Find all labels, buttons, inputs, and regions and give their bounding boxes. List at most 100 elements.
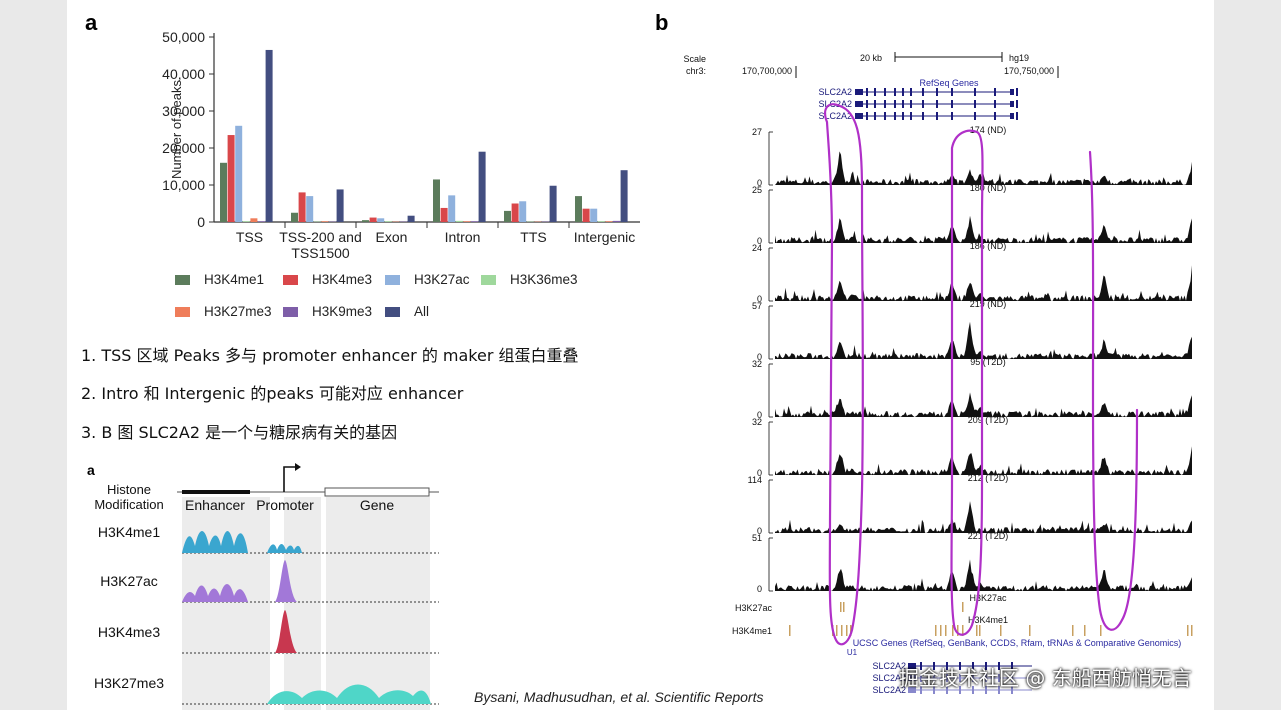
mark-label-h3k27ac: H3K27ac [100, 573, 158, 589]
bar-all-0 [266, 50, 273, 222]
bar-h3k27me3-3 [463, 221, 470, 222]
track-label: 95 (T2D) [970, 357, 1006, 367]
scale-bar-label: 20 kb [860, 53, 882, 63]
bar-h3k27ac-4 [519, 201, 526, 222]
signal-track-1 [775, 216, 1192, 243]
track-max: 51 [752, 533, 762, 543]
signal-track-2 [775, 265, 1192, 301]
track-label: 209 (T2D) [968, 415, 1009, 425]
coord-left: 170,700,000 [742, 66, 792, 76]
bar-h3k36me3-0 [243, 221, 250, 222]
bar-h3k36me3-5 [598, 221, 605, 222]
tss-arrow-head-icon [295, 463, 301, 471]
track-label: 212 (T2D) [968, 473, 1009, 483]
refseq-gene-label: SLC2A2 [818, 111, 852, 121]
note-1: 1. TSS 区域 Peaks 多与 promoter enhancer 的 m… [81, 342, 579, 366]
tss-arrow-icon [284, 467, 298, 492]
track-max: 114 [748, 475, 762, 485]
track-max: 32 [752, 359, 762, 369]
mark-label-h3k4me3: H3K4me3 [98, 624, 160, 640]
track-zero: 0 [757, 584, 762, 594]
mark-label-h3k27me3: H3K27me3 [94, 675, 164, 691]
legend-item-h3k4me3: H3K4me3 [283, 272, 372, 287]
bar-h3k4me3-4 [512, 204, 519, 223]
bar-h3k4me3-3 [441, 208, 448, 222]
bar-h3k27ac-0 [235, 126, 242, 222]
x-tick-label: TTS [520, 229, 546, 245]
legend-item-h3k36me3: H3K36me3 [481, 272, 578, 287]
bar-h3k27ac-3 [448, 195, 455, 222]
signal-track-5 [775, 446, 1192, 475]
track-label: 180 (ND) [970, 183, 1007, 193]
bar-h3k4me3-2 [370, 218, 377, 222]
bar-h3k4me1-4 [504, 211, 511, 222]
x-tick-label: TSS-200 and [279, 229, 362, 245]
histone-header-line2: Modification [94, 497, 163, 512]
legend-label: H3K4me3 [312, 272, 372, 287]
assembly-label: hg19 [1009, 53, 1029, 63]
highlight-circle-1 [952, 131, 983, 635]
signal-track-3 [775, 322, 1192, 359]
region-gene: Gene [360, 497, 394, 513]
refseq-gene-label: SLC2A2 [818, 87, 852, 97]
x-tick-label: TSS1500 [291, 245, 350, 261]
legend-swatch [283, 275, 298, 285]
legend-label: H3K9me3 [312, 304, 372, 319]
signal-track-6 [775, 501, 1192, 533]
track-label: 221 (T2D) [968, 531, 1009, 541]
legend-item-h3k4me1: H3K4me1 [175, 272, 264, 287]
note-3: 3. B 图 SLC2A2 是一个与糖尿病有关的基因 [81, 419, 397, 443]
bar-all-4 [550, 186, 557, 222]
bar-h3k4me1-0 [220, 163, 227, 222]
legend-label: H3K36me3 [510, 272, 578, 287]
bar-h3k9me3-0 [258, 221, 265, 222]
legend-swatch [385, 275, 400, 285]
refseq-title: RefSeq Genes [919, 78, 979, 88]
peaks-bar-chart: 010,00020,00030,00040,00050,000Number of… [92, 25, 652, 265]
legend-item-h3k27ac: H3K27ac [385, 272, 470, 287]
bar-all-3 [479, 152, 486, 222]
coord-right: 170,750,000 [1004, 66, 1054, 76]
bar-h3k27ac-2 [377, 218, 384, 222]
chart-legend: H3K4me1 H3K4me3 H3K27ac H3K36me3 H3K27me3 H3K… [175, 272, 615, 332]
bar-h3k4me1-2 [362, 220, 369, 222]
enhancer-bar [182, 490, 250, 494]
track-max: 27 [752, 127, 762, 137]
legend-item-all: All [385, 304, 429, 319]
track-max: 24 [752, 243, 762, 253]
highlight-circle-2 [1090, 152, 1137, 630]
bar-h3k27me3-0 [250, 218, 257, 222]
bar-h3k27ac-5 [590, 209, 597, 222]
legend-label: H3K4me1 [204, 272, 264, 287]
gene-box [325, 488, 429, 496]
y-tick-label: 50,000 [162, 29, 205, 45]
x-tick-label: Exon [376, 229, 408, 245]
gene-shade [326, 497, 430, 710]
bar-h3k4me1-3 [433, 179, 440, 222]
ucsc-genes-title: UCSC Genes (RefSeq, GenBank, CCDS, Rfam,… [853, 638, 1182, 648]
x-tick-label: Intron [445, 229, 481, 245]
bar-h3k36me3-3 [456, 221, 463, 222]
u1-label: U1 [847, 648, 858, 657]
note-2: 2. Intro 和 Intergenic 的peaks 可能对应 enhanc… [81, 380, 463, 404]
legend-label: H3K27me3 [204, 304, 272, 319]
bar-all-5 [621, 170, 628, 222]
legend-swatch [175, 307, 190, 317]
bar-h3k4me3-5 [583, 209, 590, 222]
legend-swatch [481, 275, 496, 285]
y-axis-label: Number of peaks [169, 80, 184, 179]
legend-item-h3k27me3: H3K27me3 [175, 304, 272, 319]
track-max: 32 [752, 417, 762, 427]
enhancer-shade [182, 497, 270, 710]
highlight-circle-0 [825, 104, 863, 644]
genome-browser: Scale chr3: 20 kb hg19 170,700,000 170,7… [652, 40, 1197, 710]
track-label: 219 (ND) [970, 299, 1007, 309]
histone-schematic: Histone Modification Enhancer Promoter G… [87, 462, 447, 710]
track-max: 57 [752, 301, 762, 311]
slide: a 0 10,000 20,000 30,000 40,000 50,000 Number … [67, 0, 1214, 710]
x-tick-label: Intergenic [574, 229, 635, 245]
legend-item-h3k9me3: H3K9me3 [283, 304, 372, 319]
bar-h3k27me3-5 [605, 221, 612, 222]
